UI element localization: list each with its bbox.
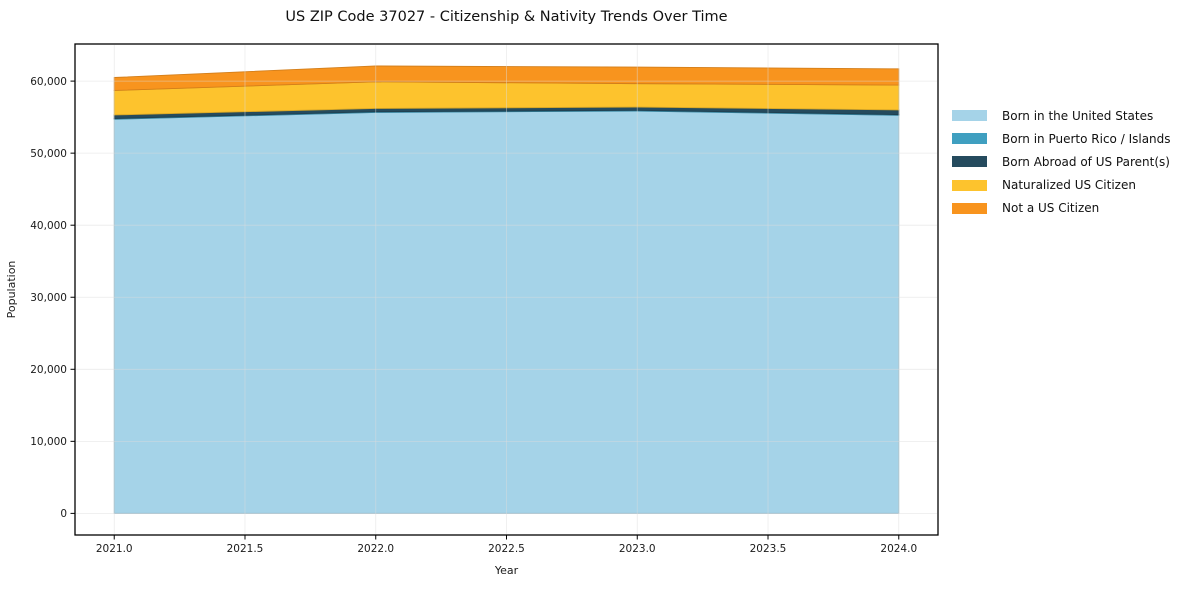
y-tick-label: 40,000	[30, 220, 67, 232]
x-tick-label: 2021.5	[227, 543, 264, 555]
legend-label: Born Abroad of US Parent(s)	[1002, 154, 1170, 169]
x-tick-label: 2021.0	[96, 543, 133, 555]
legend-label: Born in the United States	[1002, 108, 1154, 123]
x-tick-label: 2023.5	[750, 543, 787, 555]
x-axis-label: Year	[494, 564, 519, 577]
legend-item-naturalized-us-citizen: Naturalized US Citizen	[952, 174, 1171, 197]
y-tick-label: 50,000	[30, 148, 67, 160]
x-tick-label: 2022.5	[488, 543, 525, 555]
legend-swatch	[952, 156, 987, 168]
y-tick-label: 0	[60, 508, 67, 520]
chart-title: US ZIP Code 37027 - Citizenship & Nativi…	[285, 9, 728, 25]
legend-item-not-a-us-citizen: Not a US Citizen	[952, 197, 1171, 220]
y-tick-label: 60,000	[30, 76, 67, 88]
x-tick-label: 2022.0	[357, 543, 394, 555]
x-tick-label: 2024.0	[880, 543, 917, 555]
legend-item-born-in-the-united-states: Born in the United States	[952, 104, 1171, 127]
y-tick-label: 10,000	[30, 436, 67, 448]
legend-item-born-abroad-of-us-parent-s: Born Abroad of US Parent(s)	[952, 150, 1171, 173]
legend-swatch	[952, 179, 987, 191]
legend-label: Born in Puerto Rico / Islands	[1002, 131, 1171, 146]
legend: Born in the United States Born in Puerto …	[952, 104, 1171, 220]
y-axis-label: Population	[5, 261, 18, 319]
legend-label: Naturalized US Citizen	[1002, 178, 1136, 193]
x-tick-label: 2023.0	[619, 543, 656, 555]
y-tick-label: 30,000	[30, 292, 67, 304]
legend-swatch	[952, 110, 987, 122]
legend-item-born-in-puerto-rico-islands: Born in Puerto Rico / Islands	[952, 127, 1171, 150]
legend-label: Not a US Citizen	[1002, 201, 1100, 216]
legend-swatch	[952, 133, 987, 145]
legend-swatch	[952, 202, 987, 214]
y-tick-label: 20,000	[30, 364, 67, 376]
